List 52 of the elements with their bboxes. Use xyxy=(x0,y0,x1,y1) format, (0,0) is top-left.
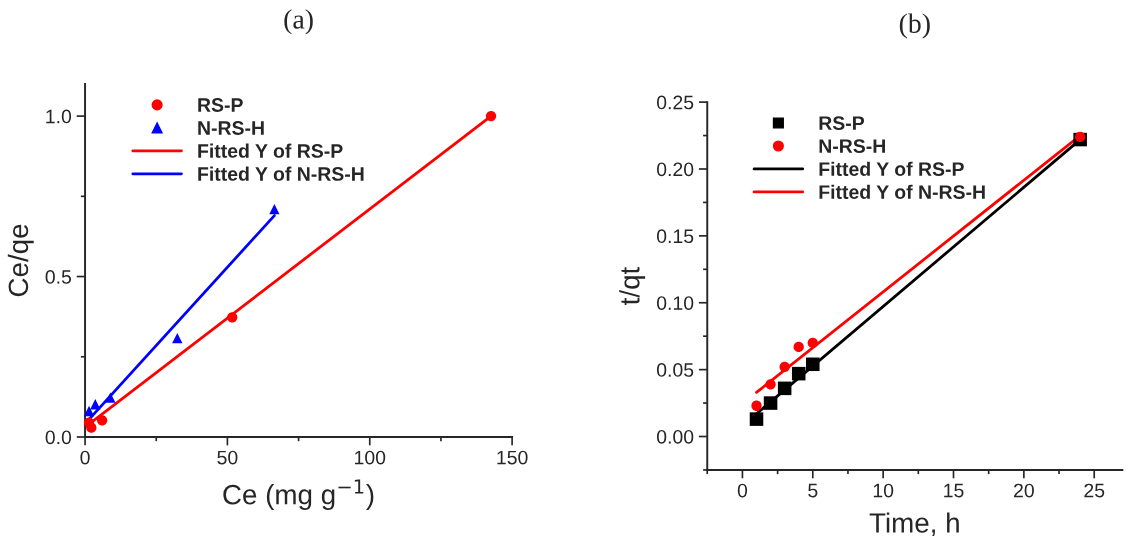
legend-label: Fitted Y of RS-P xyxy=(819,161,964,176)
x-axis-title: Time, h xyxy=(869,512,959,537)
y-tick-label: 0.5 xyxy=(45,270,72,284)
legend-label: N-RS-H xyxy=(198,121,264,135)
y-tick-label: 1.0 xyxy=(46,109,72,124)
legend-label: N-RS-H xyxy=(819,139,885,153)
legend-label: RS-P xyxy=(819,116,865,131)
y-axis-title: t/qt xyxy=(619,266,646,305)
y-tick-label: 0.25 xyxy=(656,95,694,110)
point xyxy=(779,361,790,373)
point xyxy=(172,333,183,344)
y-tick-label: 0.0 xyxy=(45,430,72,445)
x-tick-label: 150 xyxy=(497,450,528,465)
y-tick-label: 0.10 xyxy=(656,296,694,310)
point xyxy=(793,341,804,353)
y-tick-label: 0.20 xyxy=(656,162,694,177)
point xyxy=(749,412,764,426)
point xyxy=(485,110,497,122)
point xyxy=(86,422,97,433)
y-tick-label: 0.00 xyxy=(656,429,694,444)
x-tick-label: 15 xyxy=(944,483,964,498)
y-tick-label: 0.05 xyxy=(656,363,694,377)
x-tick-label: 50 xyxy=(217,450,238,465)
point xyxy=(791,366,806,381)
legend-label: Fitted Y of N-RS-H xyxy=(819,184,985,199)
x-tick-label: 5 xyxy=(808,483,818,498)
point xyxy=(1075,131,1086,143)
x-axis-title: Ce (mg g$^{−1}$) xyxy=(223,479,374,511)
x-tick-label: 25 xyxy=(1084,483,1105,498)
legend-label: Fitted Y of RS-P xyxy=(198,143,343,158)
point xyxy=(751,400,762,411)
point xyxy=(83,405,95,417)
point xyxy=(227,312,238,323)
chart-title: (b) xyxy=(899,13,930,39)
point xyxy=(96,415,108,426)
legend-label: Fitted Y of N-RS-H xyxy=(198,166,364,181)
x-tick-label: 10 xyxy=(873,483,894,498)
point xyxy=(269,204,280,215)
x-tick-label: 100 xyxy=(355,450,386,465)
y-tick-label: 0.15 xyxy=(656,229,694,244)
point xyxy=(105,392,116,403)
point xyxy=(777,381,792,396)
point xyxy=(763,396,778,410)
chart-title: (a) xyxy=(284,9,313,35)
y-axis-title: Ce/qe xyxy=(7,224,34,297)
legend-label: RS-P xyxy=(198,98,243,112)
x-tick-label: 0 xyxy=(737,483,748,498)
point xyxy=(807,337,818,349)
x-tick-label: 0 xyxy=(80,450,90,465)
point xyxy=(806,357,820,372)
x-tick-label: 20 xyxy=(1014,483,1034,498)
point xyxy=(765,379,776,390)
